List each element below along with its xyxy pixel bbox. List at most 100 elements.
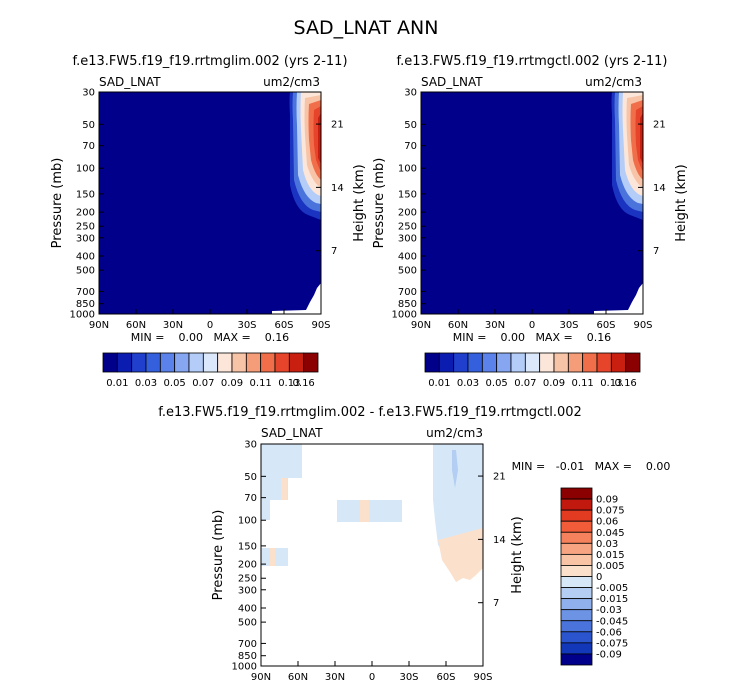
pressure-tick-label: 500 bbox=[76, 266, 95, 277]
x-tick-label: 0 bbox=[207, 320, 213, 331]
pressure-tick-label: 200 bbox=[398, 208, 417, 219]
panel-3-colorbar: 0.090.0750.060.0450.030.0150.0050-0.005-… bbox=[560, 487, 628, 666]
colorbar-label: 0 bbox=[596, 572, 602, 583]
x-tick-label: 60S bbox=[274, 320, 293, 331]
x-tick-label: 90S bbox=[311, 320, 330, 331]
colorbar-swatch bbox=[303, 352, 319, 373]
colorbar-label: 0.13 bbox=[278, 378, 300, 389]
colorbar-swatch bbox=[188, 352, 204, 373]
height-tick-label: 21 bbox=[653, 120, 666, 131]
colorbar-label: 0.005 bbox=[596, 561, 625, 572]
x-tick-label: 90S bbox=[473, 672, 492, 683]
panel-2: f.e13.FW5.f19_f19.rrtmgctl.002 (yrs 2-11… bbox=[372, 54, 689, 389]
x-tick-label: 30S bbox=[399, 672, 418, 683]
colorbar-label: 0.03 bbox=[135, 378, 157, 389]
x-tick-label: 90S bbox=[633, 320, 652, 331]
pressure-tick-label: 500 bbox=[238, 618, 257, 629]
panel-3-contours bbox=[261, 444, 483, 582]
panel-2-pressure-label: Pressure (mb) bbox=[372, 158, 387, 249]
colorbar-swatch bbox=[116, 352, 133, 373]
height-tick-label: 14 bbox=[331, 183, 344, 194]
colorbar-swatch bbox=[560, 576, 593, 588]
pressure-tick-label: 700 bbox=[398, 287, 417, 298]
pressure-tick-label: 850 bbox=[76, 299, 95, 310]
colorbar-swatch bbox=[438, 352, 455, 373]
colorbar-label: 0.03 bbox=[596, 539, 618, 550]
panel-3-region-right-peach bbox=[438, 528, 483, 582]
colorbar-label: 0.05 bbox=[486, 378, 508, 389]
pressure-tick-label: 30 bbox=[404, 88, 417, 99]
x-tick-label: 30N bbox=[485, 320, 505, 331]
colorbar-swatch bbox=[217, 352, 233, 373]
pressure-tick-label: 50 bbox=[404, 120, 417, 131]
colorbar-swatch bbox=[560, 631, 593, 644]
height-tick-label: 21 bbox=[331, 120, 344, 131]
panel-3-height-label: Height (km) bbox=[510, 516, 525, 593]
panel-3: f.e13.FW5.f19_f19.rrtmglim.002 - f.e13.F… bbox=[158, 405, 670, 683]
colorbar-label: 0.16 bbox=[615, 378, 637, 389]
x-tick-label: 30N bbox=[325, 672, 345, 683]
colorbar-label: -0.015 bbox=[596, 594, 628, 605]
colorbar-swatch bbox=[560, 642, 593, 655]
pressure-tick-label: 250 bbox=[238, 574, 257, 585]
panel-1-units-label: um2/cm3 bbox=[263, 75, 320, 89]
panel-3-region-right bbox=[433, 444, 483, 560]
colorbar-swatch bbox=[245, 352, 262, 373]
colorbar-label: 0.075 bbox=[596, 506, 625, 517]
colorbar-label: 0.01 bbox=[428, 378, 450, 389]
colorbar-swatch bbox=[560, 598, 593, 611]
pressure-tick-label: 30 bbox=[244, 440, 257, 451]
pressure-tick-label: 150 bbox=[76, 189, 95, 200]
panel-2-height-label: Height (km) bbox=[674, 164, 689, 241]
x-tick-label: 90N bbox=[411, 320, 431, 331]
pressure-tick-label: 850 bbox=[238, 651, 257, 662]
height-tick-label: 14 bbox=[493, 535, 506, 546]
panel-2-contour-band-8 bbox=[640, 113, 643, 164]
panel-2-surface-mask bbox=[594, 283, 643, 314]
pressure-tick-label: 200 bbox=[76, 208, 95, 219]
panel-2-colorbar: 0.01 0.03 0.05 0.07 0.09 0.11 0.130.16 bbox=[424, 352, 641, 389]
panel-2-units-label: um2/cm3 bbox=[585, 75, 642, 89]
x-tick-label: 90N bbox=[89, 320, 109, 331]
colorbar-swatch bbox=[582, 352, 598, 373]
colorbar-swatch bbox=[102, 352, 118, 373]
x-tick-label: 60N bbox=[126, 320, 146, 331]
colorbar-swatch bbox=[174, 352, 190, 373]
pressure-tick-label: 1000 bbox=[70, 310, 95, 321]
panel-1-min-max: MIN = 0.00 MAX = 0.16 bbox=[131, 331, 289, 344]
panel-1-background bbox=[99, 92, 321, 314]
colorbar-swatch bbox=[560, 509, 593, 522]
colorbar-swatch bbox=[553, 352, 569, 373]
colorbar-swatch bbox=[560, 609, 593, 622]
panel-2-var-label: SAD_LNAT bbox=[421, 75, 483, 89]
colorbar-label: 0.03 bbox=[457, 378, 479, 389]
colorbar-label: 0.07 bbox=[514, 378, 536, 389]
pressure-tick-label: 700 bbox=[76, 287, 95, 298]
pressure-tick-label: 70 bbox=[404, 141, 417, 152]
pressure-tick-label: 200 bbox=[238, 560, 257, 571]
panel-1-var-label: SAD_LNAT bbox=[99, 75, 161, 89]
colorbar-swatch bbox=[274, 352, 290, 373]
pressure-tick-label: 30 bbox=[82, 88, 95, 99]
colorbar-label: -0.075 bbox=[596, 638, 628, 649]
colorbar-label: -0.045 bbox=[596, 616, 628, 627]
x-tick-label: 0 bbox=[369, 672, 375, 683]
colorbar-swatch bbox=[539, 352, 555, 373]
panel-3-min-max: MIN = -0.01 MAX = 0.00 bbox=[512, 460, 671, 473]
x-tick-label: 60N bbox=[288, 672, 308, 683]
pressure-tick-label: 100 bbox=[238, 516, 257, 527]
colorbar-swatch bbox=[560, 653, 593, 666]
panel-1: f.e13.FW5.f19_f19.rrtmglim.002 (yrs 2-11… bbox=[50, 54, 367, 389]
panel-1-height-axis: 21 14 7 bbox=[316, 120, 344, 257]
x-tick-label: 90N bbox=[251, 672, 271, 683]
colorbar-swatch bbox=[424, 352, 440, 373]
pressure-tick-label: 500 bbox=[398, 266, 417, 277]
panel-3-region-center-peach bbox=[360, 500, 369, 522]
colorbar-label: 0.09 bbox=[596, 495, 618, 506]
x-tick-label: 60N bbox=[448, 320, 468, 331]
panel-3-region-right-blue bbox=[452, 450, 458, 488]
figure-title: SAD_LNAT ANN bbox=[294, 17, 439, 39]
panel-2-x-axis: 90N 60N 30N 0 30S 60S 90S bbox=[411, 309, 653, 331]
height-tick-label: 7 bbox=[493, 598, 499, 609]
